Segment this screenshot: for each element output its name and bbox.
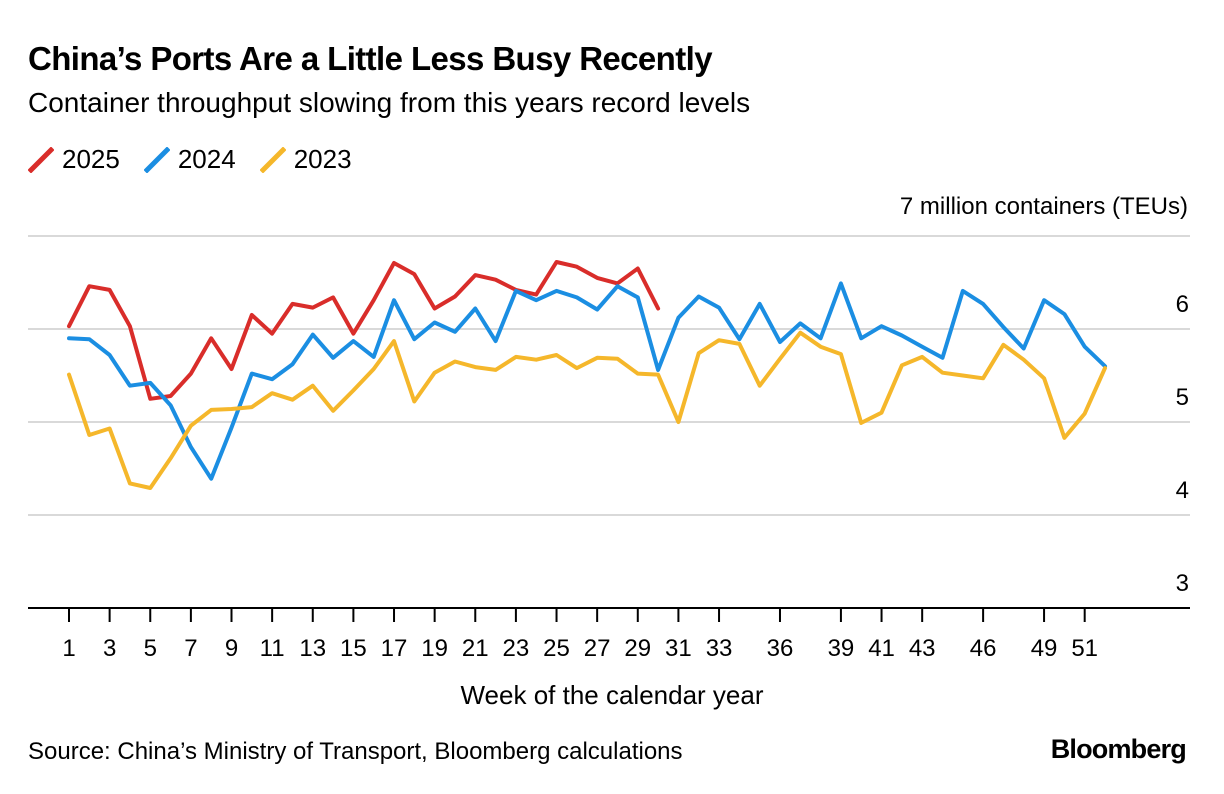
- x-tick-label: 33: [706, 635, 733, 662]
- x-tick-label: 43: [909, 635, 936, 662]
- x-tick-label: 7: [184, 635, 197, 662]
- y-tick-label: 6: [1176, 291, 1189, 318]
- x-tick-label: 19: [421, 635, 448, 662]
- chart-legend: 2025 2024 2023: [28, 144, 352, 175]
- x-tick-label: 9: [225, 635, 238, 662]
- x-axis-label-text: Week of the calendar year: [460, 680, 764, 710]
- x-tick-label: 23: [503, 635, 530, 662]
- legend-swatch-2025: [28, 146, 54, 173]
- x-tick-label: 41: [868, 635, 895, 662]
- x-tick-label: 3: [103, 635, 116, 662]
- x-tick-label: 51: [1071, 635, 1098, 662]
- brand-logo: Bloomberg: [1050, 734, 1187, 764]
- x-tick-label: 13: [299, 635, 326, 662]
- x-tick-label: 39: [828, 635, 855, 662]
- x-tick-label: 27: [584, 635, 611, 662]
- x-tick-label: 25: [543, 635, 570, 662]
- series-line-2025: [67, 260, 661, 401]
- x-tick-label: 11: [260, 635, 285, 662]
- legend-label-2023: 2023: [293, 144, 352, 174]
- source-note: Source: China’s Ministry of Transport, B…: [28, 738, 683, 765]
- legend-label-2024: 2024: [177, 144, 236, 174]
- series-layer: [67, 260, 1107, 490]
- y-tick-label: 5: [1176, 384, 1189, 411]
- x-tick-label: 29: [624, 635, 651, 662]
- series-line-2023: [67, 330, 1107, 490]
- x-tick-label: 17: [381, 635, 408, 662]
- legend-swatch-2024: [143, 146, 170, 173]
- legend-item-2025: 2025: [28, 144, 120, 175]
- series-line-2024: [67, 281, 1107, 481]
- y-tick-label: 4: [1176, 477, 1189, 504]
- grid-layer: [28, 235, 1190, 516]
- x-tick-label: 49: [1031, 635, 1058, 662]
- x-tick-label: 36: [767, 635, 794, 662]
- legend-swatch-2023: [259, 146, 286, 173]
- x-tick-label: 15: [340, 635, 367, 662]
- x-tick-label: 31: [665, 635, 692, 662]
- legend-item-2023: 2023: [259, 144, 352, 175]
- x-tick-label: 21: [462, 635, 489, 662]
- x-tick-label: 5: [144, 635, 157, 662]
- legend-item-2024: 2024: [143, 144, 236, 175]
- y-axis-unit-label: 7 million containers (TEUs): [899, 193, 1188, 220]
- chart-subtitle: Container throughput slowing from this y…: [28, 87, 751, 118]
- chart-title: China’s Ports Are a Little Less Busy Rec…: [28, 40, 713, 77]
- x-tick-label: 1: [62, 635, 75, 662]
- x-tick-label: 46: [970, 635, 997, 662]
- legend-label-2025: 2025: [62, 144, 120, 174]
- y-tick-label: 3: [1176, 570, 1189, 597]
